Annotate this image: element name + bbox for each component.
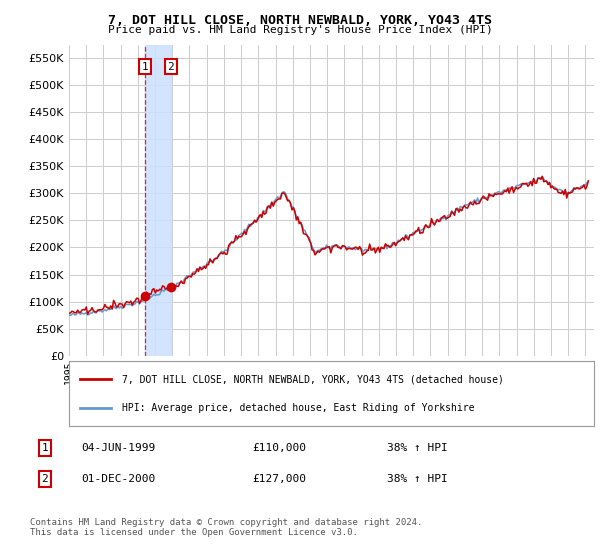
Text: HPI: Average price, detached house, East Riding of Yorkshire: HPI: Average price, detached house, East… [121, 403, 474, 413]
Text: Contains HM Land Registry data © Crown copyright and database right 2024.
This d: Contains HM Land Registry data © Crown c… [30, 518, 422, 538]
Text: 2: 2 [167, 62, 174, 72]
Text: 2: 2 [41, 474, 49, 484]
Bar [145, 45, 171, 356]
Text: 1: 1 [142, 62, 148, 72]
Text: 38% ↑ HPI: 38% ↑ HPI [387, 443, 448, 453]
Text: 7, DOT HILL CLOSE, NORTH NEWBALD, YORK, YO43 4TS (detached house): 7, DOT HILL CLOSE, NORTH NEWBALD, YORK, … [121, 374, 503, 384]
Text: 1: 1 [41, 443, 49, 453]
Text: 01-DEC-2000: 01-DEC-2000 [81, 474, 155, 484]
Text: £127,000: £127,000 [252, 474, 306, 484]
Text: Price paid vs. HM Land Registry's House Price Index (HPI): Price paid vs. HM Land Registry's House … [107, 25, 493, 35]
Text: £110,000: £110,000 [252, 443, 306, 453]
Text: 04-JUN-1999: 04-JUN-1999 [81, 443, 155, 453]
Text: 38% ↑ HPI: 38% ↑ HPI [387, 474, 448, 484]
Text: 7, DOT HILL CLOSE, NORTH NEWBALD, YORK, YO43 4TS: 7, DOT HILL CLOSE, NORTH NEWBALD, YORK, … [108, 14, 492, 27]
